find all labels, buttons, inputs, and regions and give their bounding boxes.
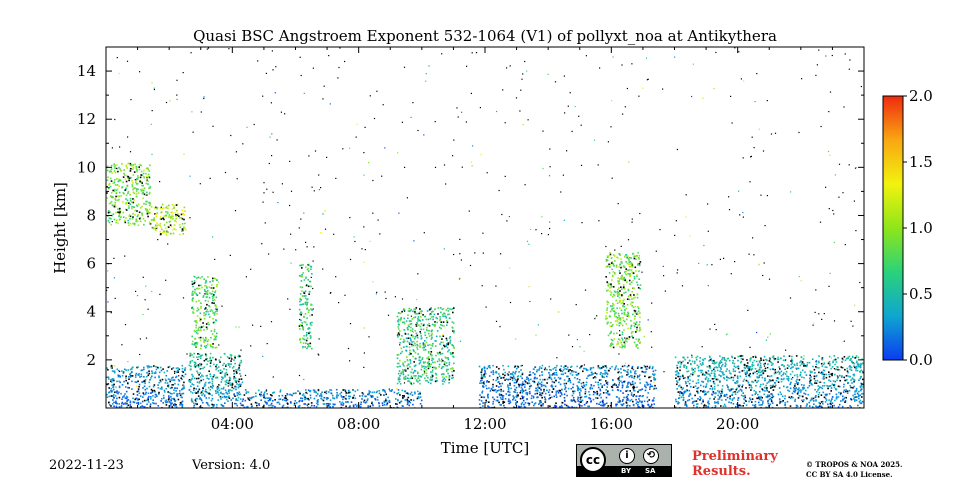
x-axis: 04:00 08:00 12:00 16:00 20:00	[138, 47, 833, 433]
x-tick-label: 20:00	[716, 415, 759, 433]
heatmap-feature-6	[299, 264, 313, 350]
x-axis-label: Time [UTC]	[441, 439, 530, 457]
heatmap-feature-1	[151, 204, 187, 237]
preliminary-line2: Results.	[692, 464, 778, 479]
colorbar-tick-label: 2.0	[909, 87, 933, 105]
colorbar-tick-label: 0.5	[909, 285, 933, 303]
colorbar: 0.0 0.5 1.0 1.5 2.0	[883, 87, 933, 369]
share-alike-icon: ⟲	[643, 448, 659, 464]
copyright-line2: CC BY SA 4.0 License.	[806, 470, 902, 480]
attribution-icon: i	[619, 448, 635, 464]
cc-sa-label: SA	[645, 466, 655, 476]
y-tick-label: 4	[86, 303, 96, 321]
date-label: 2022-11-23	[49, 458, 124, 473]
y-tick-label: 2	[86, 351, 96, 369]
x-tick-label: 12:00	[463, 415, 506, 433]
heatmap-feature-9	[605, 252, 641, 349]
y-axis-label: Height [km]	[51, 182, 69, 274]
copyright-notice: © TROPOS & NOA 2025. CC BY SA 4.0 Licens…	[806, 460, 902, 480]
y-tick-label: 10	[77, 158, 96, 176]
y-tick-label: 8	[86, 206, 96, 224]
plot-frame	[106, 47, 864, 408]
preliminary-notice: Preliminary Results.	[692, 449, 778, 479]
heatmap-feature-4	[191, 276, 218, 350]
y-tick-label: 6	[86, 255, 96, 273]
cc-icon: cc	[580, 447, 606, 473]
y-tick-label: 14	[77, 62, 96, 80]
heatmap-feature-0	[106, 163, 151, 227]
heatmap-feature-3	[188, 353, 243, 410]
colorbar-tick-label: 1.0	[909, 219, 933, 237]
x-tick-label: 08:00	[337, 415, 380, 433]
plot-area	[106, 47, 866, 409]
version-label: Version: 4.0	[192, 458, 270, 473]
heatmap-feature-5	[242, 389, 423, 410]
heatmap-feature-10	[675, 355, 866, 410]
heatmap-feature-2	[106, 365, 186, 410]
y-axis: 2 4 6 8 10 12 14	[77, 62, 864, 384]
copyright-line1: © TROPOS & NOA 2025.	[806, 460, 902, 470]
heatmap-noise	[106, 47, 862, 390]
heatmap-feature-7	[397, 307, 455, 385]
y-tick-label: 12	[77, 110, 96, 128]
x-tick-label: 16:00	[590, 415, 633, 433]
preliminary-line1: Preliminary	[692, 449, 778, 464]
colorbar-tick-label: 1.5	[909, 153, 933, 171]
colorbar-bar	[883, 96, 903, 360]
colorbar-tick-label: 0.0	[909, 351, 933, 369]
cc-by-label: BY	[621, 466, 631, 476]
cc-license-badge: cc i ⟲ BY SA	[576, 444, 672, 477]
x-tick-label: 04:00	[211, 415, 254, 433]
heatmap-feature-8	[479, 365, 657, 410]
chart-title: Quasi BSC Angstroem Exponent 532-1064 (V…	[193, 27, 777, 45]
